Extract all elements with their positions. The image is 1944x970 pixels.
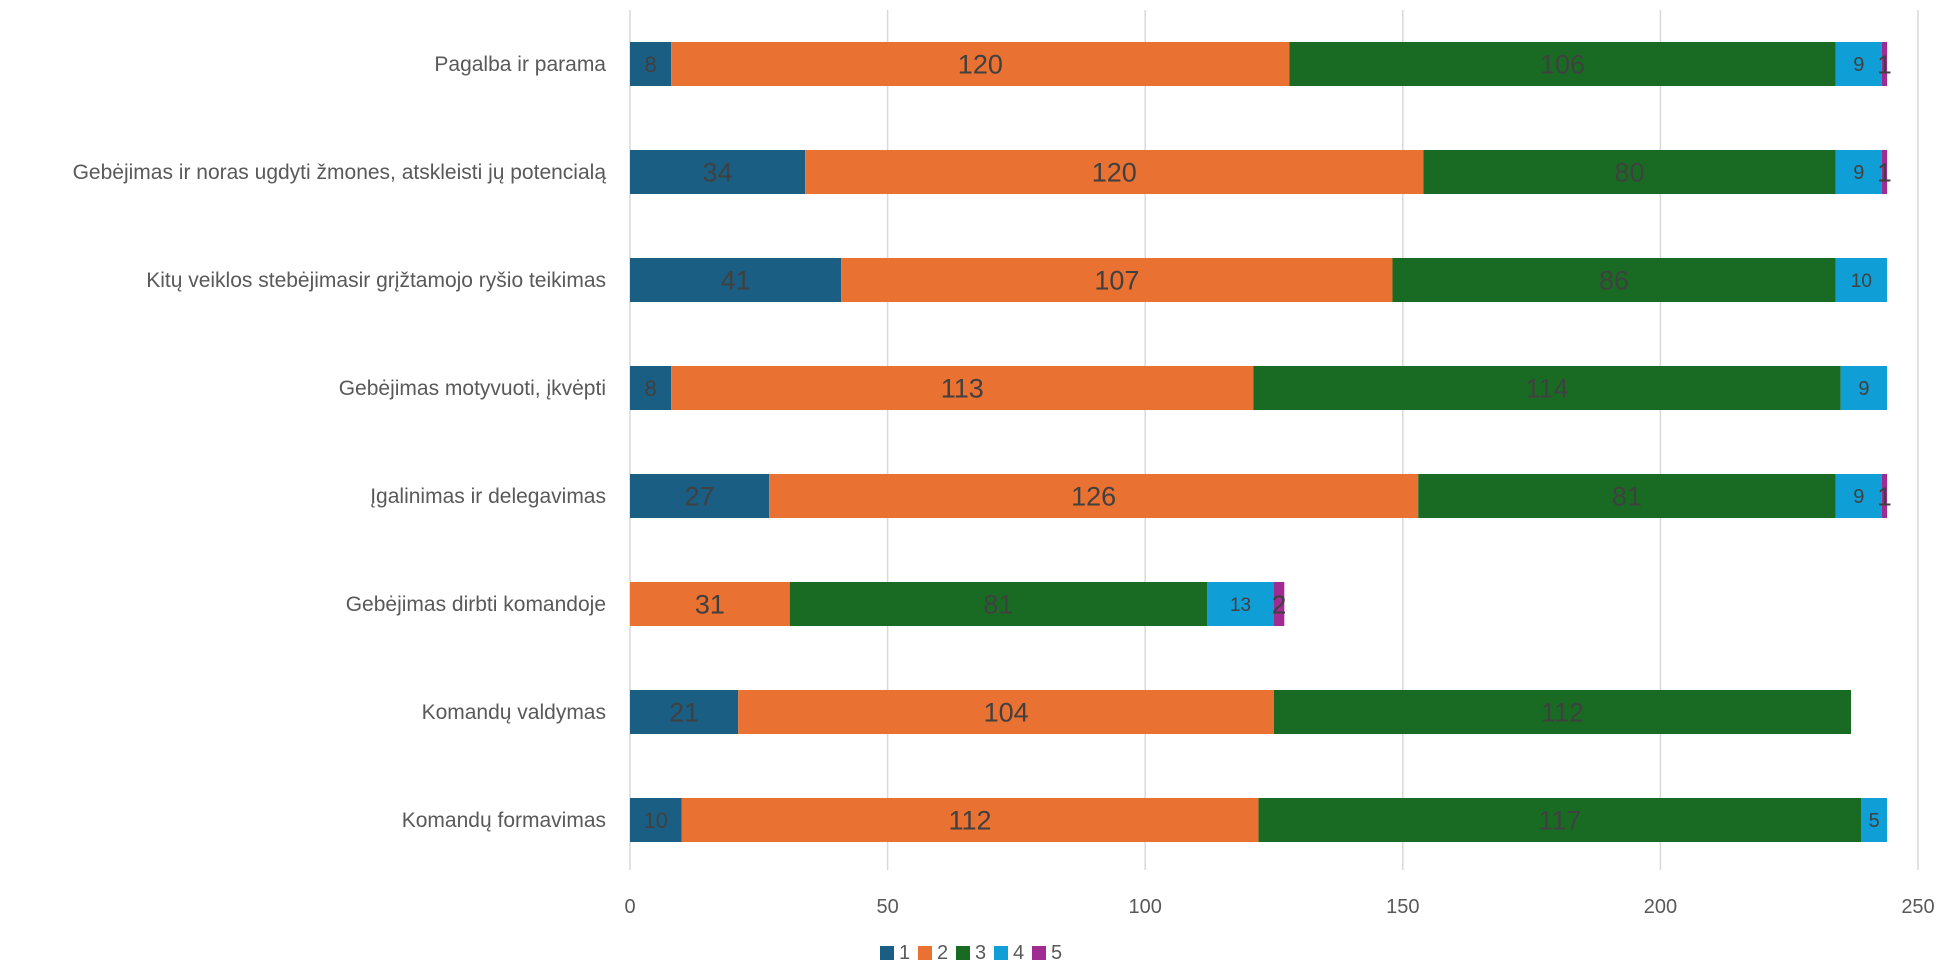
category-label: Kitų veiklos stebėjimasir grįžtamojo ryš…: [146, 269, 606, 292]
bar-segment: [1258, 798, 1862, 842]
data-label: 81: [983, 590, 1013, 620]
data-label: 5: [1869, 810, 1880, 832]
bar-segment: [630, 474, 770, 518]
bar-segment: [630, 42, 672, 86]
legend-label: 2: [937, 942, 948, 964]
bar-segment: [1274, 582, 1285, 626]
x-tick-label: 50: [876, 896, 898, 918]
legend-label: 4: [1013, 942, 1024, 964]
bar-segment: [1881, 474, 1888, 518]
data-label: 27: [685, 482, 715, 512]
data-label: 9: [1858, 378, 1869, 400]
legend-swatch: [994, 946, 1008, 960]
data-label: 9: [1853, 162, 1864, 184]
bar-segment: [1881, 150, 1888, 194]
data-label: 114: [1526, 374, 1569, 404]
bar-segment: [630, 366, 672, 410]
data-label: 113: [941, 374, 984, 404]
data-label: 2: [1272, 589, 1286, 619]
bar-segment: [630, 690, 739, 734]
bar-segment: [1840, 366, 1888, 410]
bar-segment: [681, 798, 1259, 842]
bar-segment: [1253, 366, 1841, 410]
bar-segment: [671, 366, 1254, 410]
data-label: 117: [1538, 806, 1581, 836]
data-label: 126: [1071, 482, 1116, 512]
legend-swatch: [918, 946, 932, 960]
category-label: Įgalinimas ir delegavimas: [370, 485, 606, 508]
bar-segment: [1835, 42, 1882, 86]
bar-segment: [769, 474, 1419, 518]
bar-segment: [1207, 582, 1274, 626]
data-label: 120: [958, 50, 1003, 80]
data-label: 31: [695, 590, 725, 620]
data-label: 86: [1599, 266, 1629, 296]
bar-segment: [1835, 258, 1888, 302]
x-tick-label: 200: [1644, 896, 1677, 918]
data-label: 106: [1540, 50, 1585, 80]
bar-segment: [630, 582, 790, 626]
bar-segment: [1274, 690, 1852, 734]
data-label: 1: [1877, 157, 1891, 187]
data-label: 10: [1851, 271, 1872, 292]
x-tick-label: 0: [624, 896, 635, 918]
data-label: 9: [1853, 54, 1864, 76]
bars: 8 120 106 9 134 120 80 9 141 107 86 108 113 114 927 126…: [630, 42, 1892, 842]
data-label: 1: [1877, 49, 1891, 79]
legend-label: 3: [975, 942, 986, 964]
category-label: Gebėjimas ir noras ugdyti žmones, atskle…: [73, 161, 607, 184]
data-label: 10: [644, 808, 668, 833]
category-labels: Pagalba ir parama Gebėjimas ir noras ugdy…: [73, 53, 607, 832]
category-label: Gebėjimas dirbti komandoje: [346, 593, 606, 616]
data-label: 9: [1853, 486, 1864, 508]
x-axis-ticks: 0 50 100 150 200 250: [624, 896, 1934, 918]
bar-segment: [1423, 150, 1836, 194]
data-label: 34: [703, 158, 733, 188]
legend: 1 2 3 4 5: [880, 942, 1062, 964]
gridlines: [629, 10, 1919, 870]
bar-segment: [630, 798, 682, 842]
x-tick-label: 100: [1129, 896, 1162, 918]
data-label: 21: [669, 698, 699, 728]
data-label: 104: [984, 698, 1029, 728]
bar-segment: [1861, 798, 1888, 842]
legend-swatch: [956, 946, 970, 960]
x-tick-label: 250: [1901, 896, 1934, 918]
category-label: Gebėjimas motyvuoti, įkvėpti: [339, 377, 606, 400]
data-label: 112: [1541, 698, 1584, 728]
x-tick-label: 150: [1386, 896, 1419, 918]
bar-segment: [1418, 474, 1836, 518]
bar-segment: [630, 258, 842, 302]
bar-segment: [671, 42, 1290, 86]
bar-segment: [1289, 42, 1836, 86]
data-label: 8: [644, 376, 656, 401]
category-label: Pagalba ir parama: [434, 53, 606, 76]
data-label: 1: [1877, 481, 1891, 511]
legend-label: 5: [1051, 942, 1062, 964]
data-label: 41: [721, 266, 751, 296]
legend-swatch: [1032, 946, 1046, 960]
category-label: Komandų valdymas: [422, 701, 606, 724]
legend-label: 1: [899, 942, 910, 964]
data-label: 112: [949, 806, 992, 836]
data-label: 120: [1092, 158, 1137, 188]
data-label: 80: [1614, 158, 1644, 188]
data-label: 13: [1230, 595, 1251, 616]
bar-segment: [738, 690, 1274, 734]
bar-segment: [805, 150, 1424, 194]
data-label: 107: [1094, 266, 1139, 296]
bar-segment: [1881, 42, 1888, 86]
bar-segment: [1835, 474, 1882, 518]
bar-segment: [789, 582, 1208, 626]
bar-segment: [841, 258, 1393, 302]
bar-segment: [1392, 258, 1836, 302]
data-label: 8: [644, 52, 656, 77]
bar-segment: [630, 150, 806, 194]
data-label: 81: [1612, 482, 1642, 512]
bar-segment: [1835, 150, 1882, 194]
category-label: Komandų formavimas: [402, 809, 606, 832]
legend-swatch: [880, 946, 894, 960]
